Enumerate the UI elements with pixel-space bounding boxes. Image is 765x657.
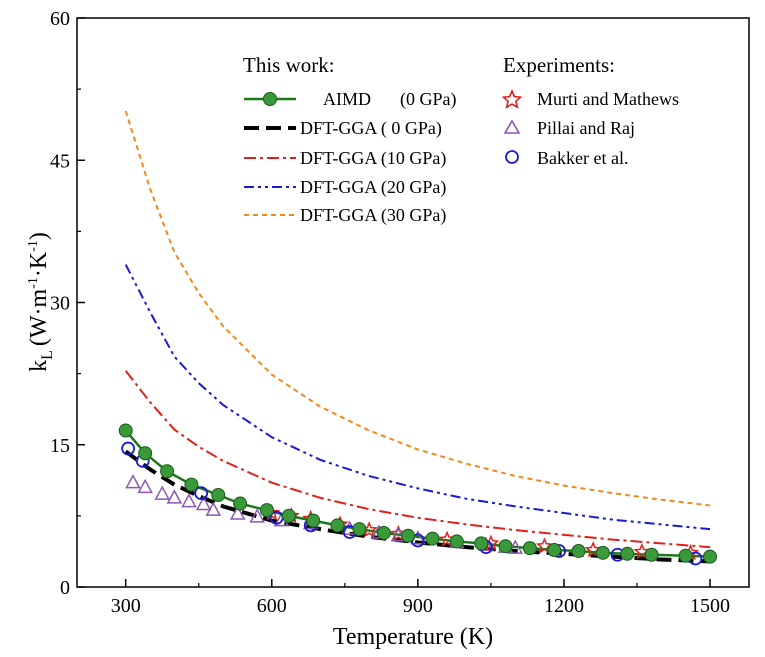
point-aimd: [330, 518, 345, 533]
legend-bakker-label: Bakker et al.: [537, 148, 628, 168]
point-aimd: [620, 546, 635, 561]
point-pillai-and-raj: [154, 485, 170, 500]
legend: This work: Experiments: AIMD (0 GPa) DFT…: [243, 53, 679, 226]
point-pillai-and-raj: [195, 495, 212, 511]
point-aimd: [498, 539, 513, 554]
x-tick-label: 300: [111, 595, 141, 617]
point-aimd: [474, 536, 489, 551]
series-line-dft-gga-20-gpa: [124, 264, 711, 531]
point-pillai-and-raj: [166, 489, 183, 504]
y-axis-title: kL(W·m-1·K-1): [26, 232, 56, 372]
x-tick-label: 1200: [544, 595, 584, 617]
legend-aimd-label: AIMD: [323, 89, 371, 109]
series-line-dft-gga-10-gpa: [124, 370, 711, 549]
point-aimd: [259, 503, 274, 518]
legend-left-title: This work:: [243, 53, 335, 77]
point-pillai-and-raj: [229, 505, 246, 520]
point-aimd: [703, 549, 718, 564]
legend-dft30-label: DFT-GGA (30 GPa): [300, 205, 446, 226]
point-murti-and-mathews: [535, 537, 553, 554]
point-bakker-et-al: [121, 441, 136, 456]
point-aimd: [118, 423, 133, 438]
point-aimd: [211, 488, 226, 503]
series-line-dft-gga-30-gpa: [124, 110, 711, 507]
point-aimd: [449, 534, 464, 549]
point-aimd: [595, 545, 610, 560]
point-aimd: [160, 464, 175, 479]
point-aimd: [281, 508, 296, 523]
point-aimd: [138, 446, 153, 461]
y-tick-label: 30: [50, 293, 70, 315]
y-tick-label: 0: [60, 577, 70, 599]
point-aimd: [425, 531, 440, 546]
legend-dft10-label: DFT-GGA (10 GPa): [300, 148, 446, 169]
plot-area: 300 600 900 1200 1500 0 15 30 45 60: [50, 8, 750, 617]
point-aimd: [233, 496, 248, 511]
point-pillai-and-raj: [205, 501, 222, 516]
legend-bakker-marker: [505, 150, 519, 164]
legend-murti-label: Murti and Mathews: [537, 89, 679, 109]
x-axis-title: Temperature (K): [333, 624, 493, 650]
point-bakker-et-al: [194, 486, 209, 501]
point-pillai-and-raj: [181, 493, 197, 508]
point-aimd: [522, 541, 537, 556]
point-aimd: [678, 548, 693, 563]
legend-pillai-marker: [503, 119, 521, 134]
experiment-layer: [118, 423, 718, 566]
legend-murti-marker: [501, 88, 523, 109]
y-tick-label: 15: [50, 435, 70, 457]
point-aimd: [184, 477, 199, 492]
y-tick-label: 60: [50, 8, 70, 30]
legend-pillai-label: Pillai and Raj: [537, 118, 635, 138]
point-pillai-and-raj: [249, 508, 265, 523]
point-pillai-and-raj: [137, 478, 153, 494]
legend-right-title: Experiments:: [503, 53, 615, 77]
point-aimd: [401, 528, 416, 543]
point-aimd: [376, 525, 391, 540]
x-tick-label: 900: [403, 595, 433, 617]
point-pillai-and-raj: [125, 474, 141, 489]
series-line-dft-gga-0-gpa: [124, 449, 711, 564]
point-aimd: [571, 543, 586, 558]
axis-ticks: 300 600 900 1200 1500 0 15 30 45 60: [50, 8, 730, 617]
point-aimd: [644, 547, 659, 562]
legend-aimd-pressure: (0 GPa): [400, 89, 457, 110]
y-tick-label: 45: [50, 150, 70, 172]
legend-aimd-marker: [263, 92, 277, 106]
legend-dft20-label: DFT-GGA (20 GPa): [300, 177, 446, 198]
x-tick-label: 1500: [690, 595, 730, 617]
point-aimd: [352, 522, 367, 537]
point-aimd: [547, 543, 562, 558]
x-tick-label: 600: [257, 595, 287, 617]
point-aimd: [306, 513, 321, 528]
legend-dft0-label: DFT-GGA ( 0 GPa): [300, 118, 442, 139]
